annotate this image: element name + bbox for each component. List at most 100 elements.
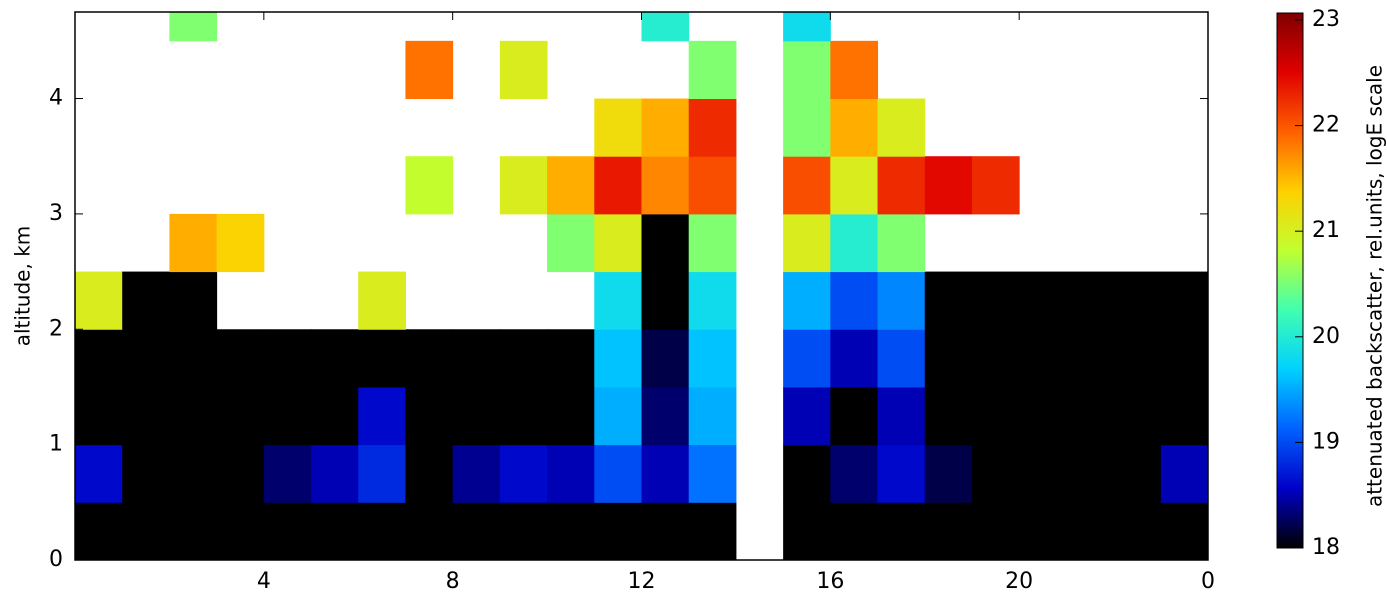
heatmap-cell bbox=[877, 329, 926, 388]
heatmap-cell bbox=[499, 40, 548, 100]
heatmap-cell bbox=[688, 271, 737, 330]
heatmap-cell bbox=[783, 329, 831, 388]
heatmap-cell bbox=[830, 213, 879, 273]
heatmap-cell bbox=[783, 98, 831, 157]
heatmap-cell bbox=[122, 329, 170, 388]
heatmap-cell bbox=[924, 444, 973, 503]
heatmap-cell bbox=[641, 213, 690, 273]
heatmap-cell bbox=[830, 271, 879, 330]
heatmap-cell bbox=[877, 502, 926, 561]
heatmap-cell bbox=[783, 386, 831, 446]
heatmap-cell bbox=[971, 386, 1020, 446]
colorbar-tick-label: 22 bbox=[1312, 113, 1340, 138]
heatmap-cell bbox=[122, 502, 170, 561]
heatmap-cell bbox=[830, 502, 879, 561]
y-tick-label: 4 bbox=[49, 86, 63, 111]
heatmap-cell bbox=[169, 12, 218, 42]
heatmap-cell bbox=[688, 156, 737, 215]
heatmap-cell bbox=[971, 156, 1020, 215]
heatmap-cell bbox=[877, 386, 926, 446]
heatmap-cell bbox=[783, 444, 831, 503]
heatmap-cell bbox=[971, 502, 1020, 561]
x-tick-label: 0 bbox=[1201, 569, 1215, 594]
heatmap-cell bbox=[971, 329, 1020, 388]
heatmap-cell bbox=[641, 156, 690, 215]
heatmap-cell bbox=[1113, 502, 1162, 561]
heatmap-cell bbox=[311, 329, 359, 388]
heatmap-cell bbox=[830, 40, 879, 100]
heatmap-cell bbox=[877, 271, 926, 330]
heatmap-cell bbox=[783, 213, 831, 273]
heatmap-cell bbox=[1113, 329, 1162, 388]
heatmap-cell bbox=[924, 502, 973, 561]
heatmap-cell bbox=[547, 329, 595, 388]
heatmap-cell bbox=[971, 444, 1020, 503]
heatmap-cell bbox=[641, 271, 690, 330]
heatmap-cell bbox=[547, 502, 595, 561]
heatmap-cell bbox=[216, 386, 265, 446]
heatmap-cell bbox=[877, 444, 926, 503]
heatmap-cell bbox=[263, 329, 312, 388]
x-tick-label: 8 bbox=[446, 569, 460, 594]
heatmap-cell bbox=[216, 213, 265, 273]
heatmap-cell bbox=[169, 386, 218, 446]
heatmap-cell bbox=[688, 502, 737, 561]
heatmap-cell bbox=[641, 329, 690, 388]
heatmap-cell bbox=[358, 386, 406, 446]
heatmap-cell bbox=[122, 386, 170, 446]
heatmap-cell bbox=[830, 386, 879, 446]
x-tick-label: 20 bbox=[1005, 569, 1033, 594]
heatmap-cell bbox=[1066, 329, 1115, 388]
heatmap-cell bbox=[405, 502, 454, 561]
colorbar bbox=[1276, 12, 1304, 549]
heatmap-cell bbox=[499, 329, 548, 388]
heatmap-cell bbox=[1019, 502, 1067, 561]
heatmap-cell bbox=[122, 444, 170, 503]
heatmap-cell bbox=[358, 329, 406, 388]
heatmap-cell bbox=[1066, 502, 1115, 561]
y-tick-label: 1 bbox=[49, 432, 63, 457]
heatmap-cell bbox=[641, 502, 690, 561]
heatmap-cell bbox=[594, 98, 642, 157]
heatmap-cell bbox=[405, 156, 454, 215]
colorbar-tick-label: 18 bbox=[1312, 535, 1340, 560]
heatmap-cell bbox=[688, 386, 737, 446]
heatmap-cell bbox=[1160, 444, 1209, 503]
y-tick-label: 2 bbox=[49, 316, 63, 341]
heatmap-cell bbox=[216, 329, 265, 388]
heatmap-cell bbox=[75, 329, 123, 388]
heatmap-cell bbox=[688, 98, 737, 157]
heatmap-cell bbox=[783, 156, 831, 215]
colorbar-label: attenuated backscatter, rel.units, logE … bbox=[1363, 65, 1387, 507]
heatmap-cell bbox=[358, 502, 406, 561]
heatmap-cell bbox=[783, 40, 831, 100]
heatmap-cell bbox=[641, 386, 690, 446]
heatmap-cell bbox=[311, 386, 359, 446]
heatmap-cell bbox=[641, 98, 690, 157]
heatmap-cell bbox=[924, 329, 973, 388]
x-tick-label: 4 bbox=[257, 569, 271, 594]
heatmap-cell bbox=[75, 444, 123, 503]
heatmap-cell bbox=[594, 329, 642, 388]
heatmap-cell bbox=[594, 213, 642, 273]
heatmap-cell bbox=[405, 40, 454, 100]
heatmap-cell bbox=[971, 271, 1020, 330]
heatmap-cell bbox=[358, 271, 406, 330]
y-tick-label: 0 bbox=[49, 547, 63, 572]
heatmap-cell bbox=[547, 444, 595, 503]
colorbar-tick-label: 20 bbox=[1312, 324, 1340, 349]
heatmap-cell bbox=[830, 98, 879, 157]
heatmap-cell bbox=[499, 156, 548, 215]
heatmap-cell bbox=[1113, 271, 1162, 330]
heatmap-cell bbox=[216, 444, 265, 503]
heatmap-cell bbox=[641, 444, 690, 503]
heatmap-cell bbox=[452, 386, 501, 446]
x-tick-label: 16 bbox=[816, 569, 844, 594]
heatmap-cell bbox=[169, 502, 218, 561]
colorbar-tick-label: 23 bbox=[1312, 7, 1340, 32]
heatmap-cell bbox=[783, 502, 831, 561]
heatmap-cell bbox=[688, 40, 737, 100]
heatmap-cell bbox=[263, 386, 312, 446]
heatmap-cell bbox=[311, 444, 359, 503]
